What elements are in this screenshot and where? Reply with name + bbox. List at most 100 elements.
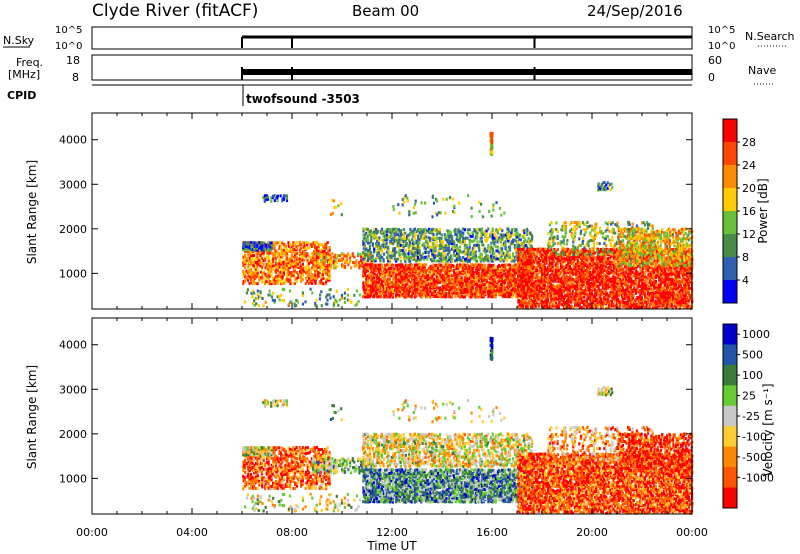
- power-cell-1713: [432, 279, 436, 283]
- power-cell-4238: [551, 257, 554, 261]
- power-cell-1611: [421, 282, 424, 286]
- power-cell-853: [273, 299, 276, 303]
- power-cell-1668: [427, 293, 430, 297]
- power-cell-1546: [413, 263, 417, 267]
- power-cell-1993: [463, 295, 467, 299]
- power-cell-4395: [562, 270, 565, 274]
- power-cell-1756: [437, 277, 440, 281]
- power-cell-1108: [366, 268, 370, 272]
- power-cell-4497: [568, 265, 571, 269]
- power-cell-2229: [488, 293, 491, 297]
- power-cell-143: [258, 278, 261, 282]
- power-cell-4016: [539, 299, 542, 303]
- power-cell-4557: [573, 287, 576, 290]
- power-cell-4572: [575, 303, 578, 307]
- power-cell-3200: [457, 252, 460, 256]
- power-cell-381: [286, 251, 289, 255]
- power-cell-4751: [585, 299, 588, 303]
- power-cell-3757: [522, 295, 525, 299]
- power-cell-530: [306, 279, 309, 283]
- power-cell-624: [317, 270, 320, 274]
- power-cell-404: [289, 260, 292, 264]
- power-cell-4720: [583, 255, 586, 259]
- power-cell-2719: [377, 243, 380, 247]
- power-cell-2703: [375, 228, 378, 231]
- power-cell-1709: [432, 286, 435, 290]
- power-cell-615: [315, 257, 318, 261]
- power-cell-2208: [485, 278, 488, 281]
- power-cell-593: [314, 278, 317, 282]
- power-cell-4602: [576, 290, 579, 294]
- power-cell-3151: [448, 234, 451, 238]
- power-cell-4844: [590, 265, 593, 269]
- power-cell-4441: [565, 278, 569, 282]
- power-cell-863: [287, 302, 291, 306]
- power-cell-2421: [509, 280, 512, 284]
- power-cell-4116: [544, 255, 547, 259]
- power-cell-520: [305, 276, 308, 280]
- power-cell-1655: [426, 291, 429, 295]
- power-cell-4153: [546, 281, 549, 285]
- power-cell-1004: [345, 254, 348, 258]
- power-cell-931: [315, 255, 318, 259]
- power-cell-3300: [474, 243, 477, 247]
- power-cell-1961: [458, 273, 461, 277]
- power-cell-3380: [490, 254, 493, 258]
- power-cell-2769: [387, 252, 390, 256]
- power-cell-3342: [482, 243, 485, 247]
- power-cell-2651: [367, 257, 370, 261]
- power-cell-1891: [451, 279, 454, 283]
- power-cell-202: [265, 252, 269, 256]
- power-cell-3410: [495, 249, 498, 253]
- power-cell-4247: [553, 292, 556, 295]
- power-cell-1938: [457, 291, 460, 295]
- power-cell-3921: [531, 249, 534, 253]
- power-cell-2069: [469, 265, 472, 269]
- power-cell-3106: [442, 254, 445, 258]
- power-cell-3228: [462, 250, 465, 254]
- power-cell-249: [271, 276, 275, 280]
- power-cell-2636: [364, 245, 367, 249]
- power-cell-3832: [526, 277, 529, 281]
- power-cell-3726: [518, 247, 521, 251]
- power-cell-4540: [572, 271, 575, 275]
- power-cell-831: [253, 299, 256, 303]
- power-cell-67: [250, 278, 253, 282]
- power-cell-1322: [390, 263, 393, 267]
- power-cell-3309: [476, 234, 479, 238]
- power-cell-4308: [556, 258, 559, 262]
- power-cell-3962: [534, 270, 537, 274]
- power-cell-1077: [363, 281, 367, 285]
- power-cell-3676: [498, 206, 502, 210]
- power-cell-380: [286, 253, 289, 257]
- power-cell-450: [295, 276, 298, 280]
- power-cell-990: [340, 252, 343, 256]
- power-cell-4159: [547, 265, 550, 269]
- power-cell-1570: [416, 270, 419, 274]
- power-cell-3603: [527, 237, 530, 240]
- power-cell-2737: [381, 230, 384, 233]
- power-cell-4096: [543, 295, 546, 299]
- power-cell-3873: [530, 296, 533, 300]
- power-cell-3547: [518, 238, 521, 241]
- power-cell-1215: [379, 293, 382, 297]
- power-cell-4288: [556, 306, 559, 310]
- power-cell-4211: [549, 258, 552, 262]
- power-cell-427: [292, 265, 295, 269]
- power-cell-3986: [536, 265, 539, 269]
- power-cell-2272: [491, 268, 494, 272]
- power-cell-1144: [371, 286, 374, 290]
- power-cell-3066: [436, 244, 439, 248]
- power-cell-3849: [528, 294, 531, 298]
- power-cell-653: [320, 251, 323, 255]
- power-cell-3651: [437, 211, 440, 215]
- power-cell-978: [336, 260, 339, 264]
- power-cell-4589: [575, 267, 578, 271]
- power-cell-4749: [586, 304, 589, 308]
- power-cell-3687: [517, 287, 520, 291]
- power-cell-861: [283, 288, 286, 292]
- power-cell-3783: [523, 283, 526, 287]
- power-cell-1948: [457, 266, 460, 270]
- power-cell-3466: [504, 233, 507, 237]
- power-cell-4775: [587, 304, 591, 308]
